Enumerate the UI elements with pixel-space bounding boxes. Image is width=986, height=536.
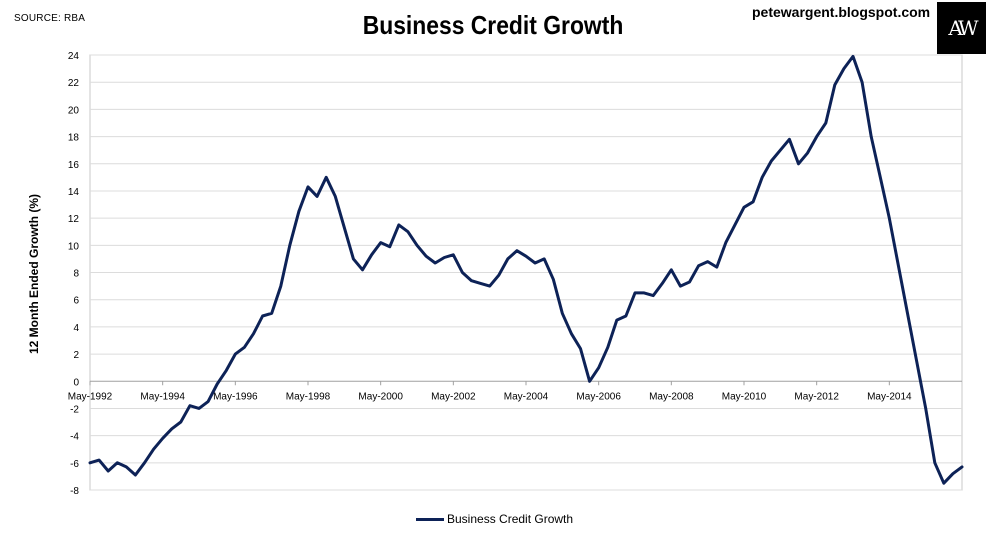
chart-title: Business Credit Growth <box>362 10 624 40</box>
x-tick-label: May-2012 <box>794 391 839 402</box>
gridlines <box>90 54 962 491</box>
blog-url: petewargent.blogspot.com <box>752 4 931 20</box>
aw-logo: AW <box>937 2 986 54</box>
x-tick-labels: May-1992 May-1994 May-1996 May-1998 May-2000… <box>68 381 912 402</box>
y-tick-label: -6 <box>70 459 79 470</box>
legend: Business Credit Growth <box>416 512 573 526</box>
x-tick-label: May-2008 <box>649 391 694 402</box>
x-tick-label: May-1998 <box>286 391 331 402</box>
y-tick-label: 20 <box>68 105 80 116</box>
y-tick-label: 4 <box>73 323 79 334</box>
y-tick-label: 16 <box>68 160 80 171</box>
logo-text: AW <box>948 16 978 40</box>
x-tick-label: May-2010 <box>722 391 767 402</box>
x-tick-label: May-2002 <box>431 391 476 402</box>
y-tick-label: 24 <box>68 51 80 62</box>
y-tick-label: 18 <box>68 133 80 144</box>
x-tick-label: May-1992 <box>68 391 113 402</box>
y-tick-label: -2 <box>70 404 79 415</box>
x-tick-label: May-2004 <box>504 391 549 402</box>
series-line-business-credit-growth <box>88 54 964 485</box>
y-tick-label: 12 <box>68 214 80 225</box>
y-tick-label: -4 <box>70 432 79 443</box>
x-tick-label: May-2006 <box>576 391 621 402</box>
legend-swatch <box>416 517 444 521</box>
y-tick-label: 10 <box>68 241 80 252</box>
y-tick-label: 8 <box>73 269 79 280</box>
x-tick-label: May-2000 <box>358 391 403 402</box>
source-note: SOURCE: RBA <box>14 13 86 24</box>
legend-label: Business Credit Growth <box>447 512 574 526</box>
y-tick-label: 2 <box>73 350 79 361</box>
y-tick-label: -8 <box>70 486 79 497</box>
y-tick-label: 14 <box>68 187 80 198</box>
y-tick-label: 0 <box>73 377 79 388</box>
y-tick-label: 6 <box>73 296 79 307</box>
y-tick-label: 22 <box>68 78 80 89</box>
x-tick-label: May-2014 <box>867 391 912 402</box>
x-tick-label: May-1996 <box>213 391 258 402</box>
x-tick-label: May-1994 <box>140 391 185 402</box>
